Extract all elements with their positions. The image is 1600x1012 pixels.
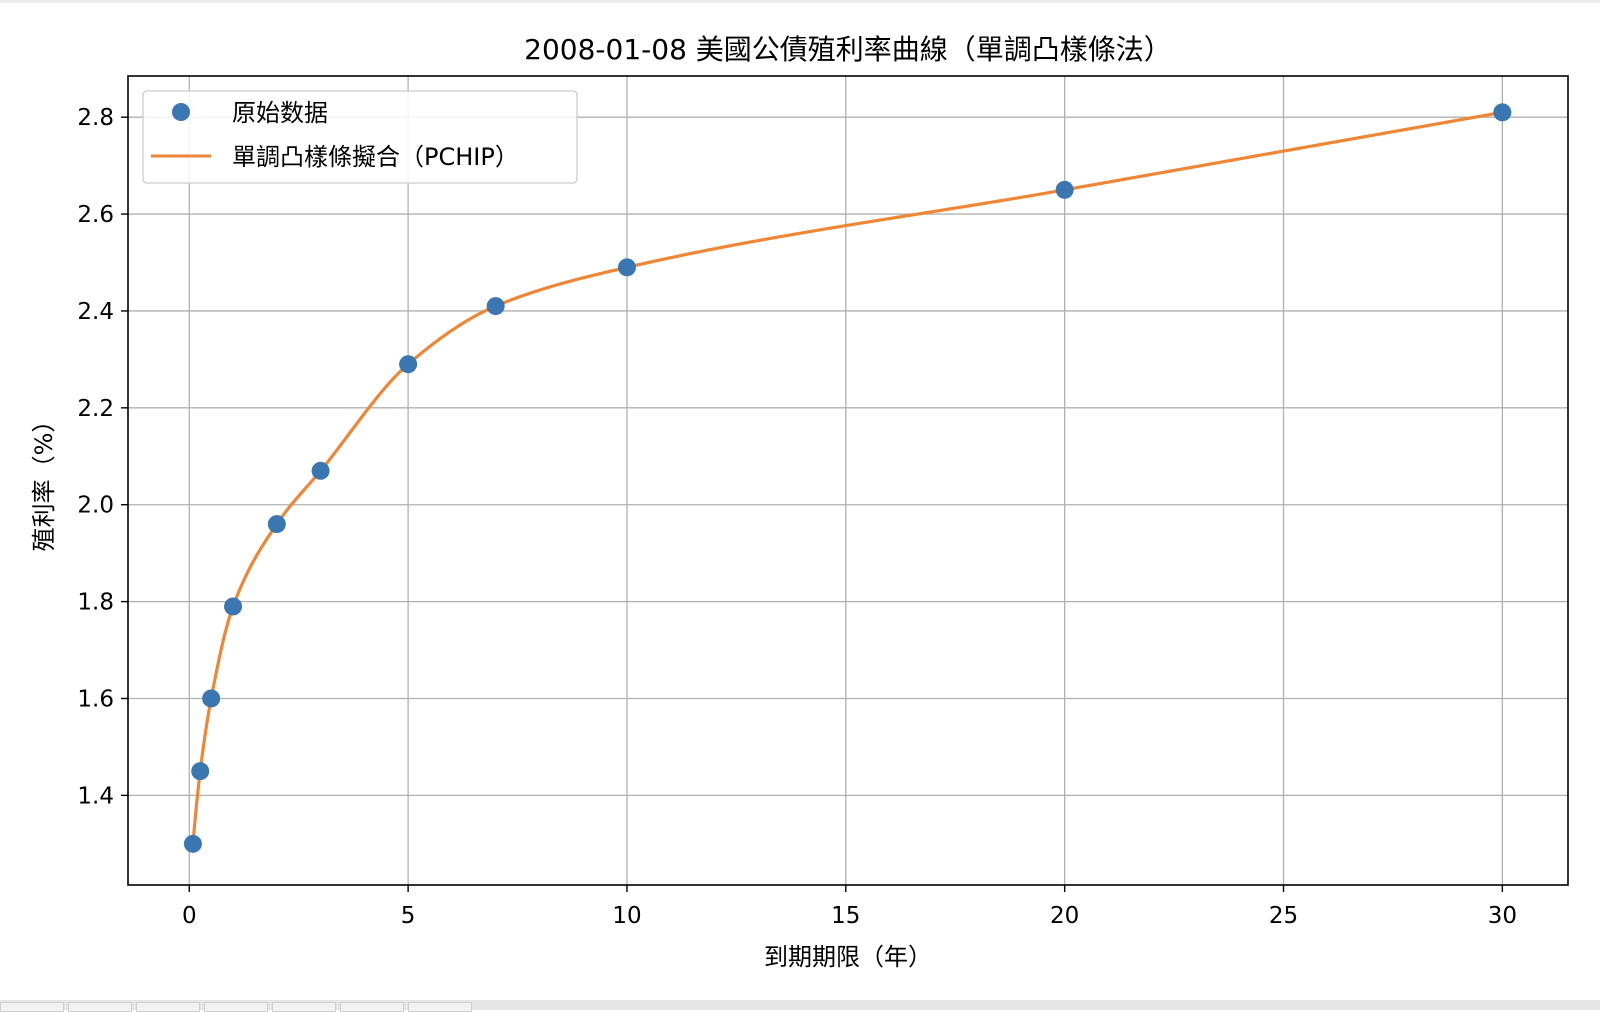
data-point [1055, 180, 1074, 199]
data-point [617, 258, 636, 277]
y-tick-label: 1.8 [77, 590, 114, 616]
data-point [183, 834, 202, 853]
y-tick-label: 2.4 [77, 299, 114, 325]
taskbar-slot [68, 1002, 132, 1012]
x-axis: 0 5 10 15 20 25 30 [182, 885, 1517, 929]
data-points [183, 103, 1512, 853]
fit-line [191, 110, 1503, 845]
legend: 原始数据 單調凸樣條擬合（PCHIP） [142, 90, 578, 184]
legend-marker-scatter [172, 103, 190, 121]
data-point [1493, 103, 1512, 122]
data-point [191, 762, 210, 781]
x-tick-label: 5 [401, 903, 416, 929]
y-axis: 1.4 1.6 1.8 2.0 2.2 2.4 2.6 2.8 [77, 105, 128, 809]
taskbar-slot [0, 1002, 64, 1012]
data-point [202, 689, 221, 708]
taskbar-slot [408, 1002, 472, 1012]
x-tick-label: 20 [1050, 903, 1079, 929]
taskbar-slot [340, 1002, 404, 1012]
x-tick-label: 25 [1269, 903, 1298, 929]
taskbar-slot [272, 1002, 336, 1012]
x-tick-label: 0 [182, 903, 197, 929]
legend-box [142, 90, 578, 184]
x-tick-label: 30 [1488, 903, 1517, 929]
taskbar-slot [204, 1002, 268, 1012]
plot-frame [127, 75, 1569, 886]
chart-title: 2008-01-08 美國公債殖利率曲線（單調凸樣條法） [524, 33, 1172, 66]
x-tick-label: 10 [612, 903, 641, 929]
legend-label-pchip-fit: 單調凸樣條擬合（PCHIP） [232, 143, 519, 171]
y-tick-label: 2.8 [77, 105, 114, 131]
data-point [224, 597, 243, 616]
x-tick-label: 15 [831, 903, 860, 929]
y-tick-label: 2.6 [77, 202, 114, 228]
y-tick-label: 2.2 [77, 396, 114, 422]
data-point [399, 355, 418, 374]
y-tick-label: 1.4 [77, 783, 114, 809]
y-tick-label: 1.6 [77, 686, 114, 712]
taskbar-strip [0, 1000, 1600, 1012]
fit-line-layer [191, 110, 1503, 845]
legend-label-raw-data: 原始数据 [232, 99, 328, 127]
top-edge [0, 0, 1600, 3]
y-axis-label: 殖利率（%） [30, 409, 58, 552]
taskbar-slot [136, 1002, 200, 1012]
y-tick-label: 2.0 [77, 493, 114, 519]
data-point [486, 297, 505, 316]
x-axis-label: 到期期限（年） [764, 943, 932, 971]
grid [128, 76, 1568, 885]
data-point [267, 515, 286, 534]
data-point [311, 461, 330, 480]
